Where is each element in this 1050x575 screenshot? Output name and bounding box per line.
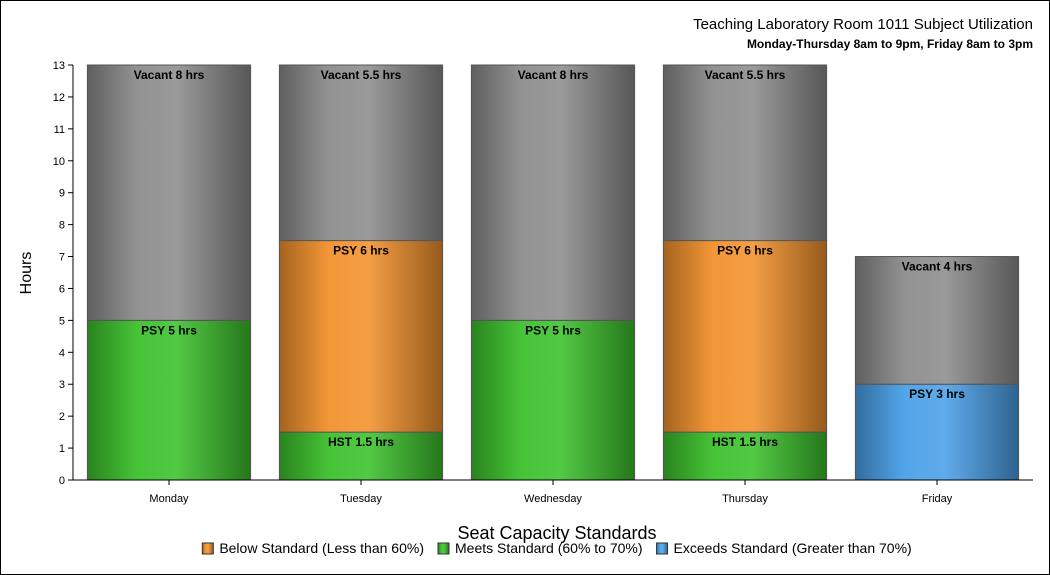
legend-title: Seat Capacity Standards: [457, 523, 656, 543]
segment-label: Vacant 5.5 hrs: [705, 68, 786, 82]
segment-label: PSY 5 hrs: [141, 323, 197, 337]
bar-segment: [662, 431, 828, 481]
x-tick-label: Monday: [149, 493, 189, 505]
legend-label: Meets Standard (60% to 70%): [455, 540, 643, 556]
y-tick-label: 0: [59, 475, 65, 487]
bar-segment: [470, 64, 636, 321]
y-tick-label: 12: [53, 92, 65, 104]
bar-segment: [470, 319, 636, 481]
y-tick-label: 13: [53, 60, 65, 72]
x-tick-label: Tuesday: [340, 493, 382, 505]
segment-label: PSY 6 hrs: [717, 244, 773, 258]
bar-segment: [86, 64, 252, 321]
axes: [72, 65, 1033, 481]
segment-label: Vacant 5.5 hrs: [321, 68, 402, 82]
chart-subtitle: Monday-Thursday 8am to 9pm, Friday 8am t…: [747, 37, 1033, 51]
segment-label: PSY 5 hrs: [525, 323, 581, 337]
segment-label: Vacant 4 hrs: [902, 260, 973, 274]
bar-segment: [662, 64, 828, 242]
bar-thursday: HST 1.5 hrs PSY 6 hrs Vacant 5.5 hrs Thursd…: [662, 64, 828, 505]
bar-segment: [278, 431, 444, 481]
y-axis-title: Hours: [18, 252, 35, 295]
x-tick-label: Thursday: [722, 493, 768, 505]
legend-label: Exceeds Standard (Greater than 70%): [674, 540, 912, 556]
segment-label: HST 1.5 hrs: [328, 435, 394, 449]
bar-segment: [278, 240, 444, 433]
segment-label: PSY 6 hrs: [333, 244, 389, 258]
chart-title: Teaching Laboratory Room 1011 Subject Ut…: [693, 16, 1033, 33]
legend-entry-below: Below Standard (Less than 60%): [201, 540, 424, 556]
bar-wednesday: PSY 5 hrs Vacant 8 hrs Wednesday: [470, 64, 636, 505]
bar-segment: [278, 64, 444, 242]
bar-segment: [662, 240, 828, 433]
bar-tuesday: HST 1.5 hrs PSY 6 hrs Vacant 5.5 hrs Tuesda…: [278, 64, 444, 505]
x-tick-label: Friday: [922, 493, 953, 505]
y-tick-label: 1: [59, 443, 65, 455]
y-tick-label: 5: [59, 315, 65, 327]
legend-entry-exceeds: Exceeds Standard (Greater than 70%): [656, 540, 912, 556]
y-tick-label: 6: [59, 283, 65, 295]
segment-label: Vacant 8 hrs: [134, 68, 205, 82]
bar-segment: [86, 319, 252, 481]
bar-segment: [854, 256, 1020, 385]
segment-label: PSY 3 hrs: [909, 387, 965, 401]
bar-friday: PSY 3 hrs Vacant 4 hrs Friday: [854, 256, 1020, 505]
y-tick-label: 4: [59, 347, 65, 359]
x-tick-label: Wednesday: [524, 493, 582, 505]
legend-entry-meets: Meets Standard (60% to 70%): [437, 540, 643, 556]
bars: PSY 5 hrs Vacant 8 hrs Monday HST 1.5 hrs PS…: [86, 64, 1020, 505]
y-tick-label: 9: [59, 188, 65, 200]
legend-swatch: [201, 542, 214, 555]
y-tick-label: 2: [59, 411, 65, 423]
legend-swatch: [437, 542, 450, 555]
y-tick-label: 3: [59, 379, 65, 391]
bar-monday: PSY 5 hrs Vacant 8 hrs Monday: [86, 64, 252, 505]
legend-swatch: [656, 542, 669, 555]
segment-label: HST 1.5 hrs: [712, 435, 778, 449]
legend-label: Below Standard (Less than 60%): [219, 540, 424, 556]
segment-label: Vacant 8 hrs: [518, 68, 589, 82]
y-tick-label: 7: [59, 252, 65, 264]
y-tick-label: 8: [59, 220, 65, 232]
y-tick-label: 10: [53, 156, 65, 168]
y-tick-label: 11: [54, 124, 65, 136]
legend: Below Standard (Less than 60%) Meets Stan…: [201, 540, 912, 556]
